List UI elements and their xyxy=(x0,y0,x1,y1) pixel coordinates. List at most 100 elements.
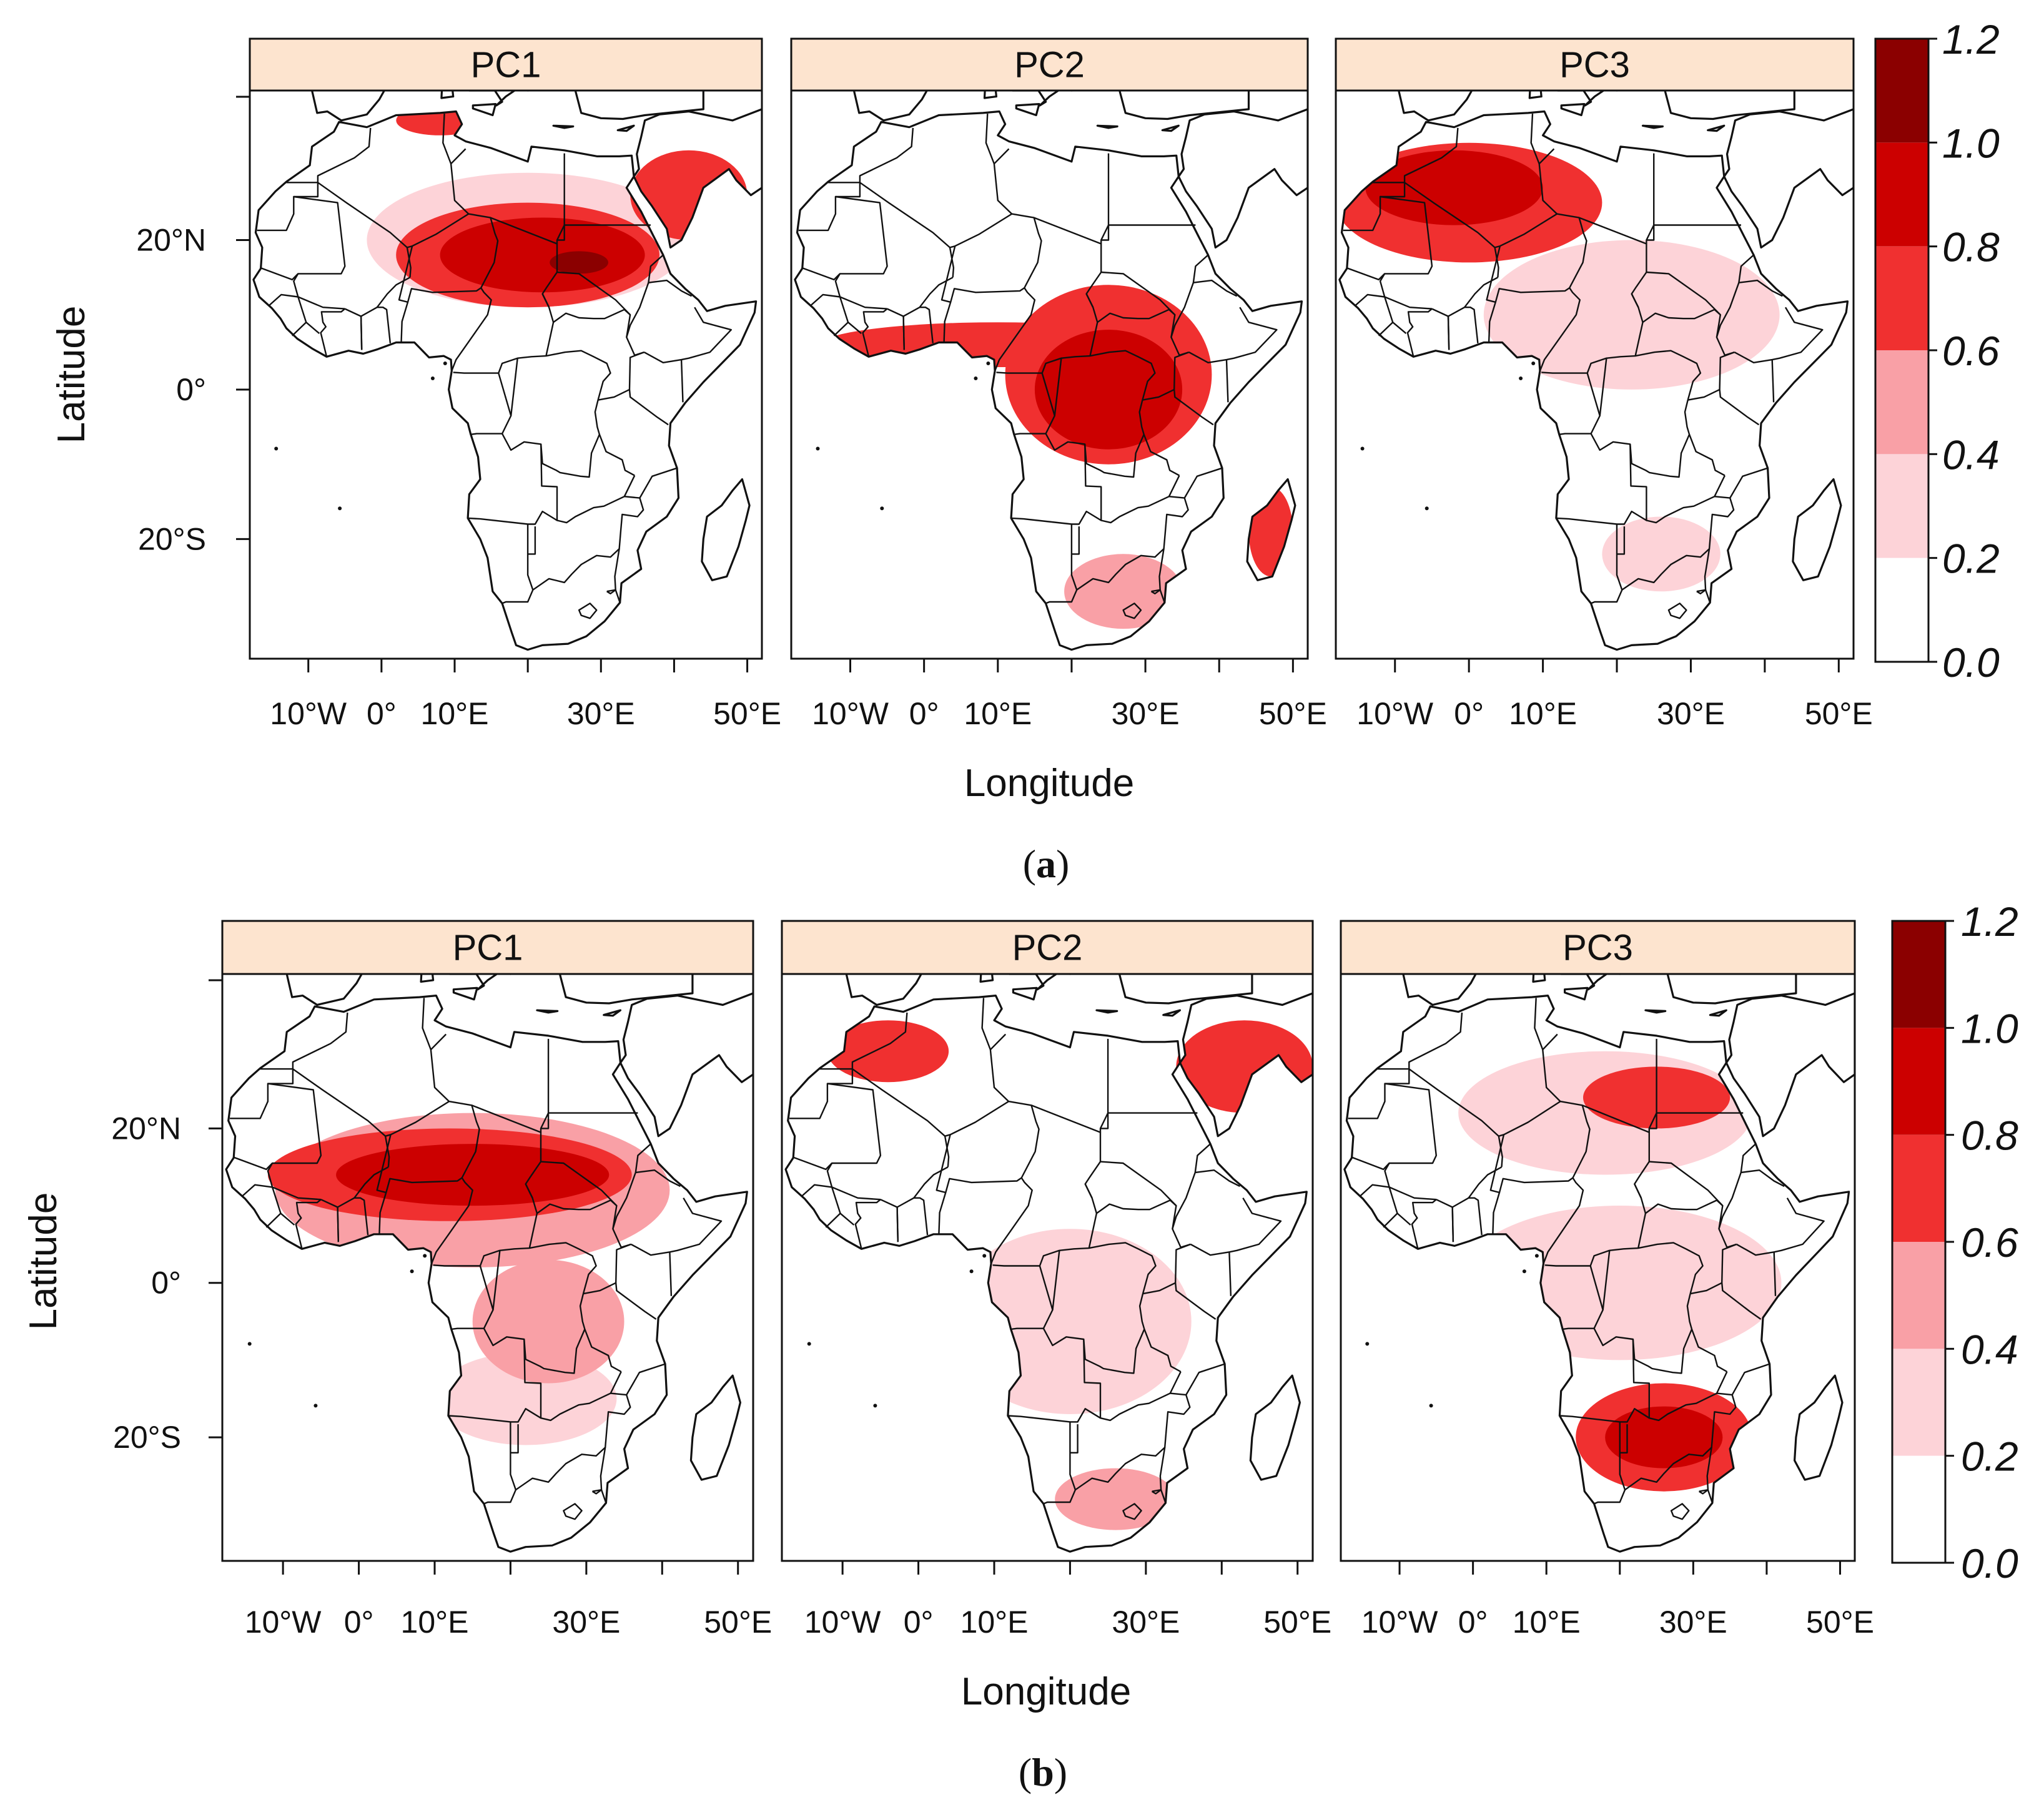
colorbar-label: 0.8 xyxy=(1961,1113,2018,1159)
country-border xyxy=(1100,224,1110,241)
country-border xyxy=(1593,1328,1693,1374)
island-coastline xyxy=(1096,124,1118,129)
colorbar-band xyxy=(1892,1349,1945,1456)
island-coastline xyxy=(1162,1009,1182,1017)
x-tick-label: 0° xyxy=(1454,696,1484,731)
country-border xyxy=(1007,1339,1102,1423)
country-border xyxy=(1494,213,1558,248)
country-border xyxy=(1646,224,1655,241)
island-dot xyxy=(338,506,342,511)
europe-coastline xyxy=(1560,974,1609,991)
country-border xyxy=(1172,1172,1196,1229)
colorbar-label: 0.4 xyxy=(1961,1326,2018,1372)
country-border xyxy=(1170,282,1195,338)
country-border xyxy=(320,308,346,357)
anomaly-region xyxy=(1605,1406,1723,1468)
lesotho-border xyxy=(1122,1503,1142,1520)
country-border xyxy=(1619,1392,1737,1491)
map-b-pc2: PC2 xyxy=(781,920,1314,1562)
panel-b-colorbar: 1.2 1.0 0.8 0.6 0.4 0.2 0.0 xyxy=(1891,898,2018,1586)
country-border xyxy=(1071,526,1080,555)
country-border xyxy=(1396,1212,1411,1226)
africa-coastline xyxy=(794,110,1303,651)
country-border xyxy=(483,1328,586,1374)
island-coastline xyxy=(1161,124,1180,132)
colorbar-label: 0.4 xyxy=(1942,431,2000,478)
lesotho-border xyxy=(1122,603,1142,619)
x-tick-label: 30°E xyxy=(1112,696,1180,731)
country-border xyxy=(1045,433,1145,478)
colorbar-label: 0.2 xyxy=(1942,536,2000,582)
country-border xyxy=(831,1186,881,1201)
colorbar-band xyxy=(1892,1242,1945,1349)
strip-title: PC1 xyxy=(453,928,523,968)
island-coastline xyxy=(1564,986,1589,1001)
country-border xyxy=(430,1177,473,1264)
country-border xyxy=(1721,1243,1762,1320)
country-border xyxy=(1194,1143,1211,1173)
country-border xyxy=(1384,296,1433,310)
country-border xyxy=(839,1212,855,1226)
x-tick-label: 0° xyxy=(344,1605,374,1640)
country-border xyxy=(598,388,630,401)
europe-coastline xyxy=(1556,91,1606,107)
country-border xyxy=(1070,496,1189,591)
strip-title: PC2 xyxy=(1014,45,1085,86)
y-tick-label: 20°N xyxy=(136,223,206,258)
europe-coastline xyxy=(1011,91,1060,107)
y-tick-label: 20°N xyxy=(111,1111,181,1146)
country-border xyxy=(1348,1069,1410,1119)
country-border xyxy=(1740,1143,1757,1173)
panel-a-colorbar: 1.2 1.0 0.8 0.6 0.4 0.2 0.0 xyxy=(1874,16,2000,686)
strip-title: PC3 xyxy=(1563,928,1633,968)
country-border xyxy=(1736,1198,1825,1256)
island-dot xyxy=(880,506,884,511)
anomaly-region xyxy=(472,1259,625,1384)
country-border xyxy=(545,322,555,357)
country-border xyxy=(1173,351,1214,426)
x-tick-label: 30°E xyxy=(567,696,635,731)
country-border xyxy=(949,213,1012,248)
country-border xyxy=(295,1199,322,1249)
colorbar-band xyxy=(1875,454,1928,558)
colorbar-label: 0.0 xyxy=(1942,639,2000,686)
madagascar-coastline xyxy=(1246,478,1296,581)
colorbar-label: 1.2 xyxy=(1942,16,2000,62)
country-border xyxy=(847,322,862,335)
country-border xyxy=(1699,1489,1714,1503)
country-border xyxy=(1739,279,1783,297)
country-border xyxy=(630,1198,723,1256)
country-border xyxy=(1085,293,1176,323)
colorbar-label: 0.2 xyxy=(1961,1434,2018,1480)
country-border xyxy=(1138,400,1180,476)
country-border xyxy=(242,1184,273,1196)
colorbar-band xyxy=(1892,1134,1945,1242)
country-border xyxy=(789,1069,854,1119)
country-border xyxy=(1099,1112,1198,1133)
island-dot xyxy=(1424,506,1429,511)
country-border xyxy=(1389,1186,1436,1201)
country-border xyxy=(1195,1169,1240,1188)
anomaly-region xyxy=(1365,150,1543,225)
country-border xyxy=(1648,1113,1657,1129)
x-tick-label: 10°E xyxy=(1509,696,1577,731)
country-border xyxy=(648,254,664,283)
strip-header xyxy=(221,920,754,975)
island-coastline xyxy=(1641,124,1664,129)
madagascar-coastline xyxy=(1792,478,1842,581)
country-border xyxy=(1696,589,1711,603)
country-border xyxy=(272,1186,321,1201)
country-border xyxy=(1489,1134,1505,1234)
country-border xyxy=(556,224,565,241)
country-border xyxy=(913,1166,949,1199)
island-coastline xyxy=(1095,1009,1118,1014)
country-border xyxy=(936,1134,951,1234)
island-coastline xyxy=(420,974,435,983)
country-border xyxy=(1591,589,1623,604)
map-frame xyxy=(790,89,1309,660)
island-coastline xyxy=(1015,103,1040,117)
country-border xyxy=(990,1033,1007,1051)
colorbar-label: 0.6 xyxy=(1961,1219,2018,1266)
country-border xyxy=(317,127,372,183)
anomaly-region xyxy=(440,217,645,293)
